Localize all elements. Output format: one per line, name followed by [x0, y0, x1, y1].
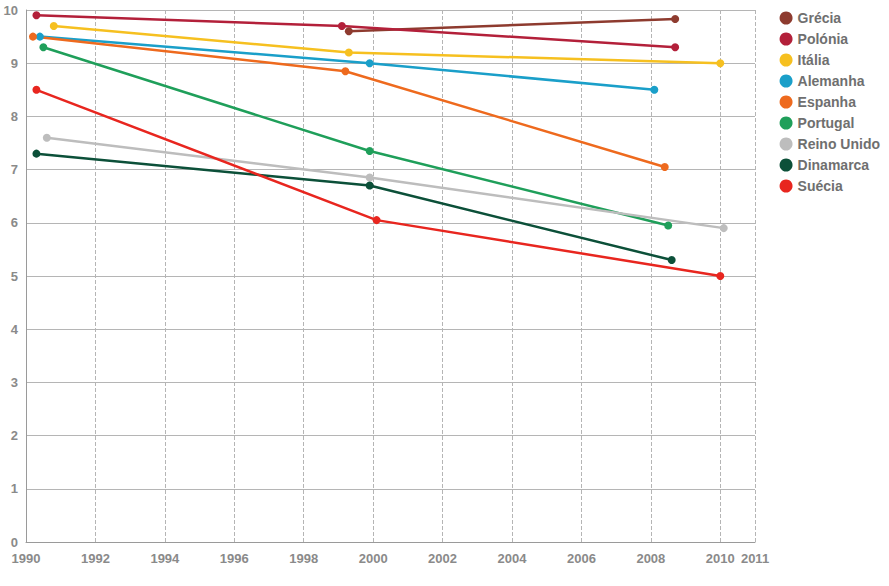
svg-text:Grécia: Grécia: [798, 10, 842, 26]
svg-text:1: 1: [11, 481, 18, 496]
svg-text:Espanha: Espanha: [798, 94, 857, 110]
svg-text:Portugal: Portugal: [798, 115, 855, 131]
svg-text:Polónia: Polónia: [798, 31, 849, 47]
svg-text:4: 4: [11, 322, 19, 337]
svg-text:2002: 2002: [428, 551, 457, 566]
svg-text:Alemanha: Alemanha: [798, 73, 865, 89]
svg-text:1992: 1992: [81, 551, 110, 566]
svg-text:2000: 2000: [359, 551, 388, 566]
svg-text:7: 7: [11, 162, 18, 177]
svg-text:5: 5: [11, 269, 18, 284]
svg-text:2006: 2006: [567, 551, 596, 566]
svg-text:Suécia: Suécia: [798, 178, 843, 194]
svg-text:1994: 1994: [150, 551, 180, 566]
svg-text:2010: 2010: [706, 551, 735, 566]
svg-text:3: 3: [11, 375, 18, 390]
svg-text:Itália: Itália: [798, 52, 830, 68]
svg-text:2004: 2004: [498, 551, 528, 566]
svg-text:2: 2: [11, 428, 18, 443]
svg-text:8: 8: [11, 109, 18, 124]
svg-text:6: 6: [11, 215, 18, 230]
svg-text:Dinamarca: Dinamarca: [798, 157, 870, 173]
svg-text:1998: 1998: [289, 551, 318, 566]
svg-text:2011: 2011: [741, 551, 769, 566]
svg-text:1996: 1996: [220, 551, 249, 566]
svg-text:0: 0: [11, 535, 18, 550]
svg-text:2008: 2008: [636, 551, 665, 566]
svg-text:9: 9: [11, 56, 18, 71]
svg-text:1990: 1990: [12, 551, 41, 566]
svg-text:Reino Unido: Reino Unido: [798, 136, 880, 152]
svg-text:10: 10: [4, 3, 18, 18]
